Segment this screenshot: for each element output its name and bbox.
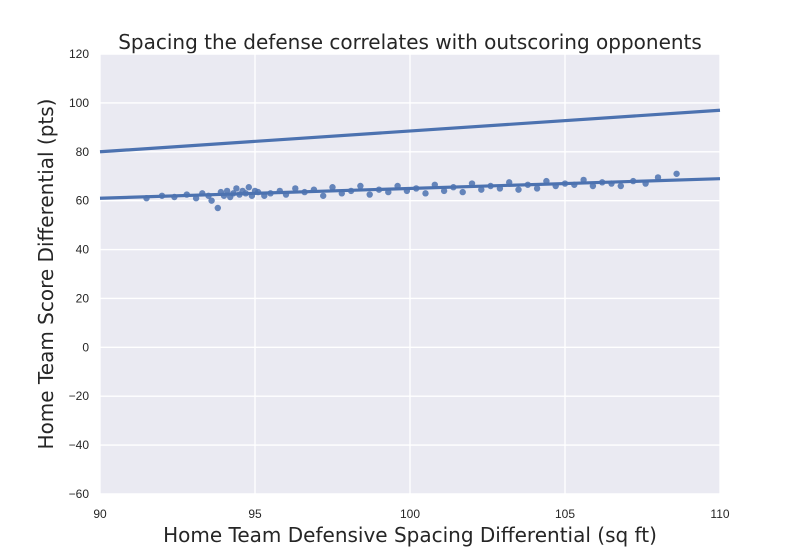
data-point (208, 197, 215, 204)
data-point (533, 185, 541, 192)
y-tick-label: −20 (69, 389, 90, 403)
data-point (673, 170, 680, 177)
x-axis-label: Home Team Defensive Spacing Differential… (163, 523, 657, 547)
y-tick-label: −40 (69, 438, 90, 452)
y-tick-label: 20 (76, 291, 90, 305)
data-point (478, 186, 485, 193)
y-gridlines (100, 53, 720, 495)
regression-lines (99, 108, 721, 200)
data-point (617, 182, 624, 190)
data-point (245, 184, 252, 191)
x-tick-label: 90 (93, 507, 107, 521)
data-point (440, 187, 448, 195)
x-tick-label: 100 (400, 507, 420, 521)
data-point (515, 186, 522, 193)
data-point (459, 188, 466, 196)
data-point (366, 191, 373, 198)
regression-line (99, 108, 721, 154)
data-point (329, 184, 336, 191)
data-point (223, 187, 231, 195)
y-tick-label: 100 (69, 96, 89, 110)
data-point (422, 190, 429, 197)
x-gridlines (99, 54, 721, 494)
regression-line (99, 177, 721, 200)
x-tick-label: 110 (710, 507, 729, 521)
data-point (292, 185, 299, 192)
data-point (320, 192, 327, 199)
y-tick-label: 60 (76, 194, 90, 208)
data-point (233, 185, 240, 192)
data-point (357, 182, 364, 190)
x-tick-labels: 90 95 100 105 110 (93, 507, 730, 521)
x-tick-label: 95 (248, 507, 262, 521)
data-point (214, 204, 221, 212)
x-tick-label: 105 (555, 507, 575, 521)
data-point (589, 182, 597, 190)
y-tick-label: 120 (69, 47, 89, 61)
y-axis-label: Home Team Score Differential (pts) (34, 99, 58, 450)
y-tick-label: 0 (82, 340, 89, 354)
chart-title: Spacing the defense correlates with outs… (118, 30, 702, 54)
y-tick-label: 40 (76, 243, 90, 257)
y-tick-label: 80 (76, 145, 90, 159)
y-tick-labels: −60 −40 −20 0 20 40 60 80 100 120 (69, 47, 90, 501)
y-tick-label: −60 (69, 487, 90, 501)
